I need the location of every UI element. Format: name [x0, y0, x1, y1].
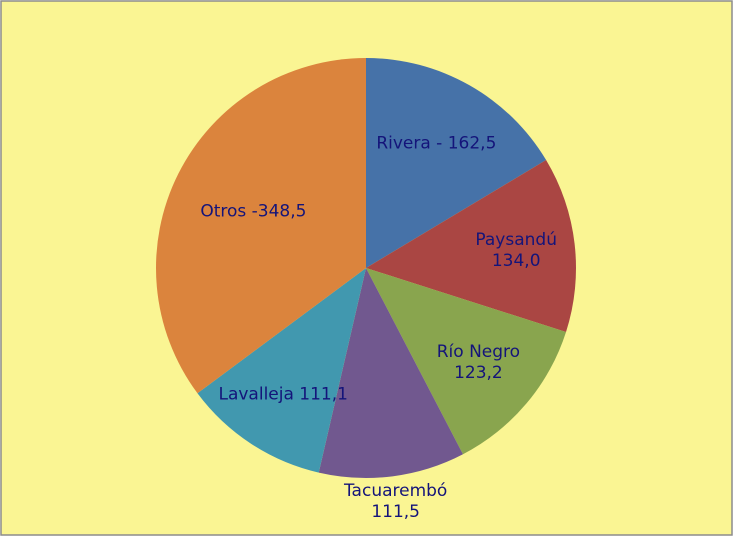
data-label: Rivera - 162,5 — [376, 134, 496, 154]
data-label: Río Negro — [437, 342, 520, 362]
data-label: Tacuarembó — [343, 481, 447, 501]
data-label: 111,5 — [371, 502, 420, 522]
data-label: 134,0 — [492, 251, 541, 271]
pie-slice — [197, 268, 366, 473]
data-label: 123,2 — [454, 363, 503, 383]
data-label: Otros -348,5 — [200, 201, 306, 221]
pie-slice — [366, 159, 576, 332]
pie-slice — [366, 268, 567, 455]
pie-slice — [155, 58, 366, 394]
pie-slice — [366, 58, 547, 268]
pie-slice — [318, 268, 463, 479]
data-label: Paysandú — [475, 230, 557, 250]
data-label: Lavalleja 111,1 — [218, 385, 347, 405]
